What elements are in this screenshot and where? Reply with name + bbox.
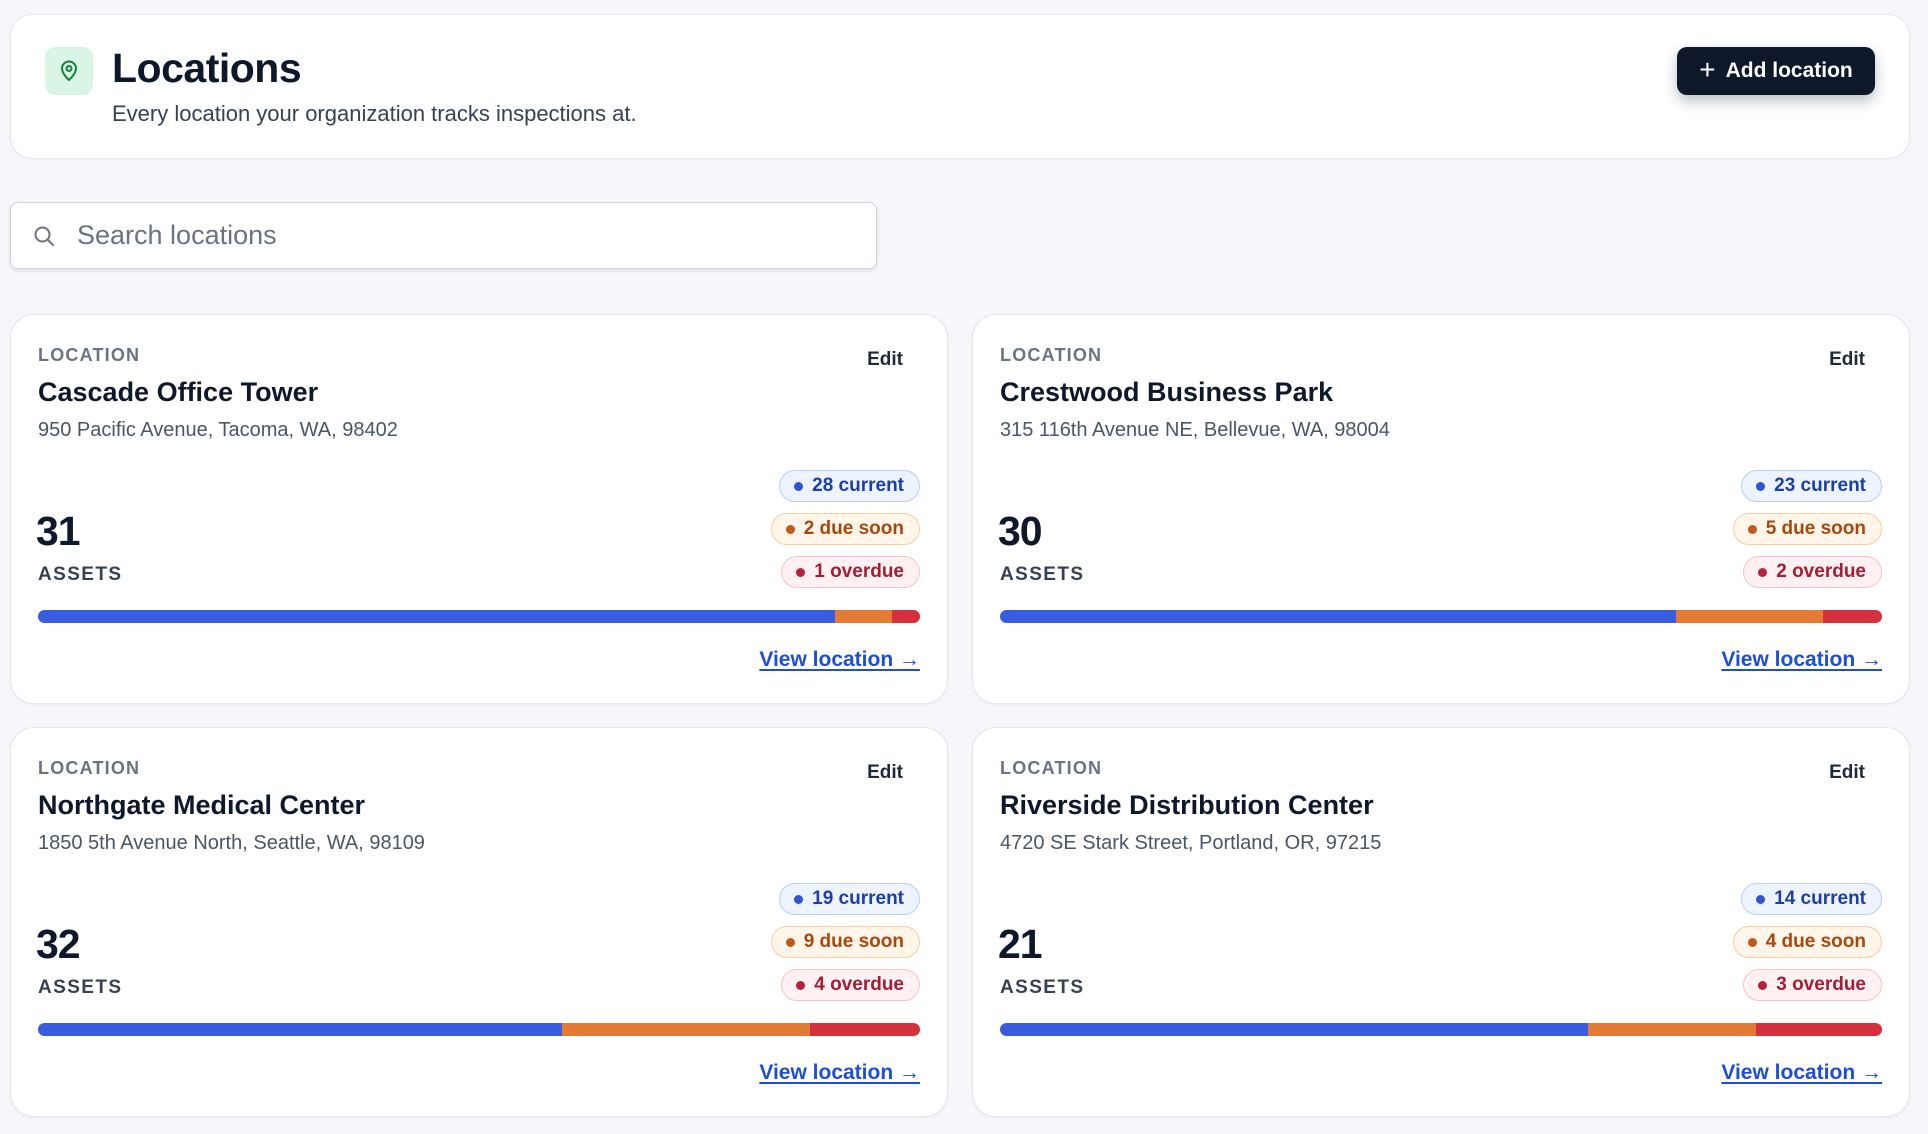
progress-current-segment [38, 610, 835, 623]
progress-overdue-segment [1755, 1023, 1882, 1036]
overdue-badge: 2 overdue [1743, 556, 1882, 588]
location-card: LOCATION Edit Northgate Medical Center 1… [10, 727, 948, 1117]
overdue-badge-label: 1 overdue [814, 561, 904, 582]
current-dot-icon [794, 481, 804, 491]
current-dot-icon [1756, 894, 1766, 904]
status-badges: 19 current 9 due soon 4 overdue [770, 883, 920, 1001]
asset-label: ASSETS [1000, 977, 1085, 998]
current-badge-label: 19 current [812, 888, 904, 909]
due-soon-dot-icon [1747, 524, 1757, 534]
due-soon-badge: 5 due soon [1732, 513, 1882, 545]
status-progress-bar [1000, 610, 1882, 623]
overdue-badge-label: 2 overdue [1776, 561, 1866, 582]
card-kicker: LOCATION [38, 758, 141, 778]
overdue-dot-icon [796, 567, 806, 577]
overdue-badge-label: 3 overdue [1776, 974, 1866, 995]
progress-overdue-segment [1823, 610, 1882, 623]
view-location-link[interactable]: View location → [1721, 648, 1882, 671]
due-soon-badge-label: 9 due soon [803, 931, 904, 952]
view-location-link[interactable]: View location → [759, 648, 920, 671]
view-location-link[interactable]: View location → [759, 1061, 920, 1084]
location-address: 4720 SE Stark Street, Portland, OR, 9721… [1000, 832, 1382, 854]
due-soon-dot-icon [1747, 937, 1757, 947]
add-location-label: Add location [1725, 59, 1853, 82]
overdue-badge: 4 overdue [781, 969, 920, 1001]
due-soon-dot-icon [785, 524, 795, 534]
asset-count: 31 [36, 508, 81, 554]
progress-overdue-segment [809, 1023, 920, 1036]
overdue-badge-label: 4 overdue [814, 974, 904, 995]
progress-current-segment [1000, 1023, 1588, 1036]
current-badge-label: 23 current [1774, 475, 1866, 496]
asset-label: ASSETS [1000, 564, 1085, 585]
due-soon-badge: 2 due soon [770, 513, 920, 545]
location-address: 950 Pacific Avenue, Tacoma, WA, 98402 [38, 419, 398, 441]
search-input[interactable] [77, 215, 837, 256]
current-badge-label: 28 current [812, 475, 904, 496]
due-soon-badge-label: 2 due soon [803, 518, 904, 539]
page-header: Locations Every location your organizati… [10, 14, 1910, 159]
overdue-dot-icon [1758, 567, 1768, 577]
card-kicker: LOCATION [1000, 345, 1103, 365]
edit-button[interactable]: Edit [1829, 349, 1865, 370]
edit-button[interactable]: Edit [867, 349, 903, 370]
asset-label: ASSETS [38, 564, 123, 585]
status-progress-bar [1000, 1023, 1882, 1036]
overdue-badge: 1 overdue [781, 556, 920, 588]
location-address: 315 116th Avenue NE, Bellevue, WA, 98004 [1000, 419, 1390, 441]
location-name: Cascade Office Tower [38, 377, 319, 407]
current-dot-icon [794, 894, 804, 904]
status-badges: 14 current 4 due soon 3 overdue [1732, 883, 1882, 1001]
card-kicker: LOCATION [38, 345, 141, 365]
search-box [10, 202, 877, 269]
page-title: Locations [112, 45, 302, 91]
progress-due-soon-segment [1587, 1023, 1756, 1036]
map-pin-icon [45, 47, 93, 95]
due-soon-badge: 4 due soon [1732, 926, 1882, 958]
status-badges: 23 current 5 due soon 2 overdue [1732, 470, 1882, 588]
asset-label: ASSETS [38, 977, 123, 998]
progress-current-segment [38, 1023, 562, 1036]
add-location-button[interactable]: + Add location [1677, 47, 1875, 95]
location-name: Crestwood Business Park [1000, 377, 1334, 407]
current-badge-label: 14 current [1774, 888, 1866, 909]
due-soon-badge-label: 4 due soon [1765, 931, 1866, 952]
edit-button[interactable]: Edit [1829, 762, 1865, 783]
location-name: Riverside Distribution Center [1000, 790, 1374, 820]
due-soon-dot-icon [785, 937, 795, 947]
location-address: 1850 5th Avenue North, Seattle, WA, 9810… [38, 832, 425, 854]
search-icon [31, 223, 57, 249]
status-progress-bar [38, 610, 920, 623]
plus-icon: + [1699, 53, 1716, 85]
progress-overdue-segment [891, 610, 920, 623]
asset-count: 30 [998, 508, 1043, 554]
location-card: LOCATION Edit Riverside Distribution Cen… [972, 727, 1910, 1117]
progress-due-soon-segment [561, 1023, 810, 1036]
location-name: Northgate Medical Center [38, 790, 366, 820]
progress-due-soon-segment [1676, 610, 1824, 623]
status-progress-bar [38, 1023, 920, 1036]
current-badge: 14 current [1741, 883, 1882, 915]
overdue-dot-icon [796, 980, 806, 990]
edit-button[interactable]: Edit [867, 762, 903, 783]
view-location-link[interactable]: View location → [1721, 1061, 1882, 1084]
card-kicker: LOCATION [1000, 758, 1103, 778]
current-badge: 28 current [779, 470, 920, 502]
status-badges: 28 current 2 due soon 1 overdue [770, 470, 920, 588]
asset-count: 21 [998, 921, 1043, 967]
current-badge: 23 current [1741, 470, 1882, 502]
progress-due-soon-segment [834, 610, 892, 623]
location-card: LOCATION Edit Cascade Office Tower 950 P… [10, 314, 948, 704]
due-soon-badge: 9 due soon [770, 926, 920, 958]
progress-current-segment [1000, 610, 1677, 623]
location-card: LOCATION Edit Crestwood Business Park 31… [972, 314, 1910, 704]
due-soon-badge-label: 5 due soon [1765, 518, 1866, 539]
overdue-badge: 3 overdue [1743, 969, 1882, 1001]
current-dot-icon [1756, 481, 1766, 491]
overdue-dot-icon [1758, 980, 1768, 990]
asset-count: 32 [36, 921, 81, 967]
current-badge: 19 current [779, 883, 920, 915]
page-subtitle: Every location your organization tracks … [112, 101, 637, 126]
